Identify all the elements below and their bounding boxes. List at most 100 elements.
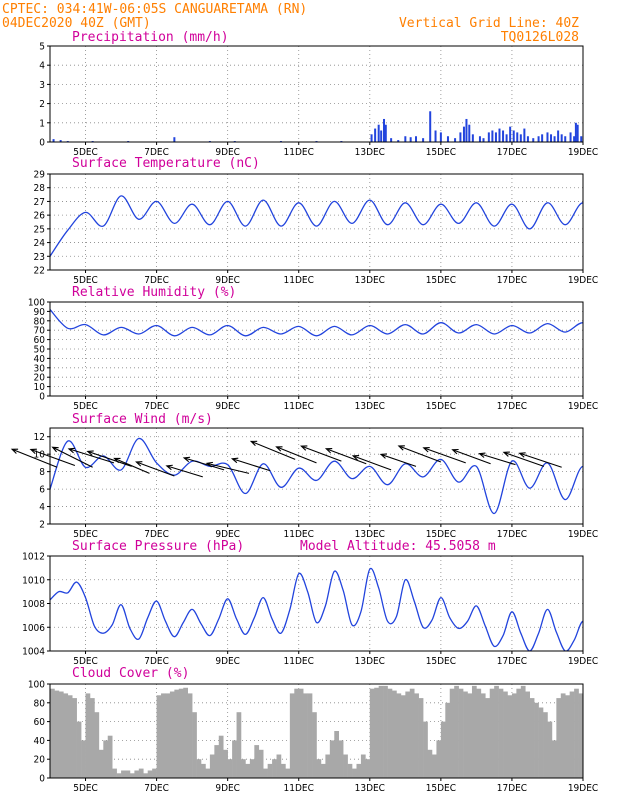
temperature-xtick-label: 7DEC [144,275,169,286]
cloud-cover-bar [449,688,455,778]
wind-arrow [379,453,417,467]
cloud-cover-ytick-label: 80 [34,698,46,709]
cloud-cover-bar [107,735,113,778]
humidity-ytick-label: 40 [34,354,46,365]
temperature-xtick-label: 11DEC [284,275,314,286]
pressure-line [50,567,583,651]
cloud-cover-bar [218,735,224,778]
wind-title: Surface Wind (m/s) [72,412,213,427]
cloud-cover-bar [112,768,117,778]
cloud-cover-bar [201,763,206,778]
wind-arrow [351,455,392,471]
precipitation-bar [374,128,377,142]
wind-arrow [502,451,545,467]
cloud-cover-bar [387,688,393,778]
cloud-cover-bar [85,693,91,778]
wind-arrow [86,450,132,467]
precipitation-ytick-label: 3 [39,80,45,91]
cloud-cover-bar [360,754,366,778]
cloud-cover-ytick-label: 20 [34,755,46,766]
cloud-cover-bar [178,688,184,778]
humidity-xtick-label: 5DEC [73,401,98,412]
cloud-cover-bar [445,702,451,778]
precipitation-bar [505,134,508,142]
wind-ytick-label: 2 [39,520,45,531]
precipitation-bar [370,134,373,142]
cloud-cover-xtick-label: 15DEC [426,783,456,794]
wind-arrow [51,446,93,468]
wind-ytick-label: 12 [34,432,45,443]
precipitation-bar [409,137,412,142]
cloud-cover-bar [192,712,197,778]
cloud-cover-bar [138,768,144,778]
cloud-cover-bar [98,749,104,778]
cloud-cover-bar [476,688,482,778]
precipitation-bar [526,136,529,142]
cloud-cover-bar [463,691,468,778]
pressure-panel: Surface Pressure (hPa) Model Altitude: 4… [22,539,598,667]
precipitation-bar [487,132,490,142]
humidity-ytick-label: 50 [34,345,46,356]
precipitation-bar [550,134,553,142]
humidity-ytick-label: 80 [34,316,46,327]
cloud-cover-bar [560,693,566,778]
precipitation-bar [465,118,468,142]
cloud-cover-ytick-label: 60 [34,717,46,728]
pressure-ytick-label: 1006 [22,623,45,634]
cloud-cover-bar [72,698,77,778]
pressure-ytick-label: 1012 [22,552,45,563]
precipitation-bar [404,136,407,142]
precipitation-bar [52,139,55,142]
pressure-xtick-label: 7DEC [144,656,169,667]
cloud-cover-bar [547,721,553,778]
cloud-cover-bar [147,770,153,778]
wind-arrow [300,445,342,462]
precipitation-bar [560,134,563,142]
temperature-ytick-label: 26 [34,211,46,222]
cloud-cover-bar [338,740,344,778]
humidity-ytick-label: 20 [34,373,46,384]
wind-ytick-label: 6 [39,485,45,496]
wind-arrow [182,456,225,471]
wind-arrow [135,461,175,477]
cloud-cover-bar [152,768,157,778]
cloud-cover-bar [209,754,215,778]
precipitation-bar [519,134,522,142]
wind-xtick-label: 19DEC [568,529,598,540]
pressure-xtick-label: 19DEC [568,656,598,667]
cloud-cover-bar [294,688,300,778]
wind-arrow [518,452,562,468]
cloud-cover-bar [485,698,491,778]
cloud-cover-bar [174,689,180,778]
wind-arrow [324,447,367,465]
precipitation-bar [580,136,583,142]
humidity-xtick-label: 15DEC [426,401,456,412]
cloud-cover-bar [276,754,282,778]
cloud-cover-bar [352,768,357,778]
cloud-cover-xtick-label: 7DEC [144,783,169,794]
cloud-cover-bar [272,759,277,778]
humidity-xtick-label: 19DEC [568,401,598,412]
humidity-ytick-label: 70 [34,326,46,337]
cloud-cover-bar [169,691,175,778]
cloud-cover-bar [236,712,242,778]
humidity-xtick-label: 17DEC [497,401,527,412]
cloud-cover-bar [285,768,291,778]
cloud-cover-bar [232,740,237,778]
cloud-cover-xtick-label: 13DEC [355,783,385,794]
cloud-cover-xtick-label: 17DEC [497,783,527,794]
cloud-cover-bar [423,721,428,778]
precipitation-bar [569,132,572,142]
wind-arrow [230,457,271,472]
cloud-cover-bar [325,754,331,778]
cloud-cover-bar [551,740,557,778]
cloud-cover-bar [365,759,371,778]
precipitation-bar [434,130,437,142]
cloud-cover-bar [516,688,522,778]
precipitation-xtick-label: 17DEC [497,147,527,158]
temperature-frame [49,173,584,271]
cloud-cover-bar [427,749,433,778]
temperature-ytick-label: 29 [34,170,46,181]
wind-arrow [451,448,491,465]
